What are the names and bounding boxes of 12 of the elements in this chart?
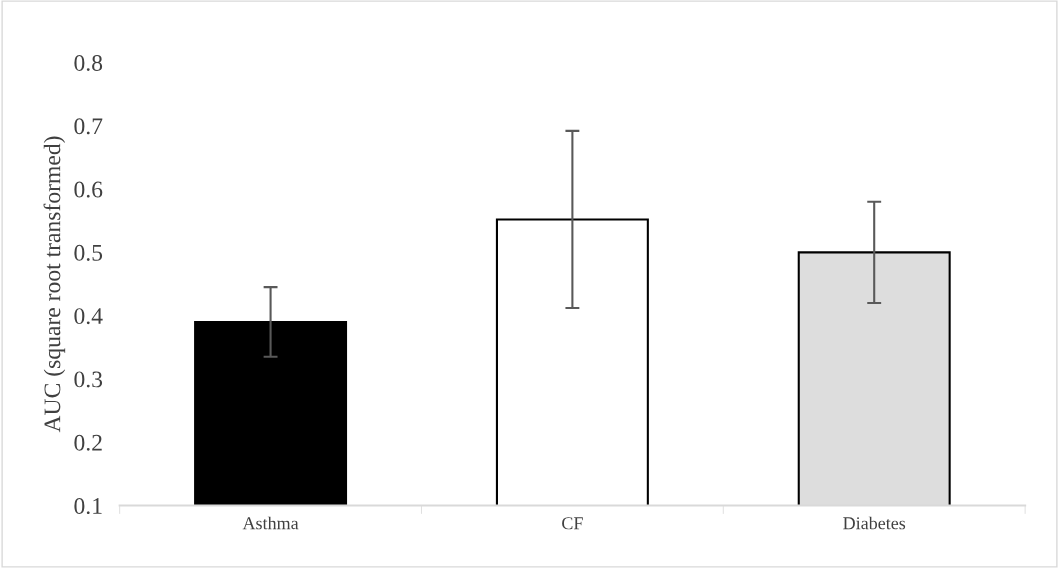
y-tick-label: 0.8 (74, 54, 103, 72)
x-tick-label: Diabetes (843, 516, 906, 530)
y-axis-title: AUC (square root transformed) (43, 136, 66, 433)
y-tick-label: 0.5 (74, 244, 103, 261)
x-tick-label: Asthma (242, 516, 299, 530)
y-tick-label: 0.3 (74, 371, 103, 388)
y-tick-label: 0.4 (74, 308, 103, 325)
y-tick-label: 0.6 (74, 181, 103, 198)
y-tick-label: 0.2 (74, 434, 102, 451)
y-tick-label: 0.7 (74, 118, 103, 135)
y-tick-label: 0.1 (74, 498, 102, 515)
x-tick-label: CF (562, 517, 583, 530)
